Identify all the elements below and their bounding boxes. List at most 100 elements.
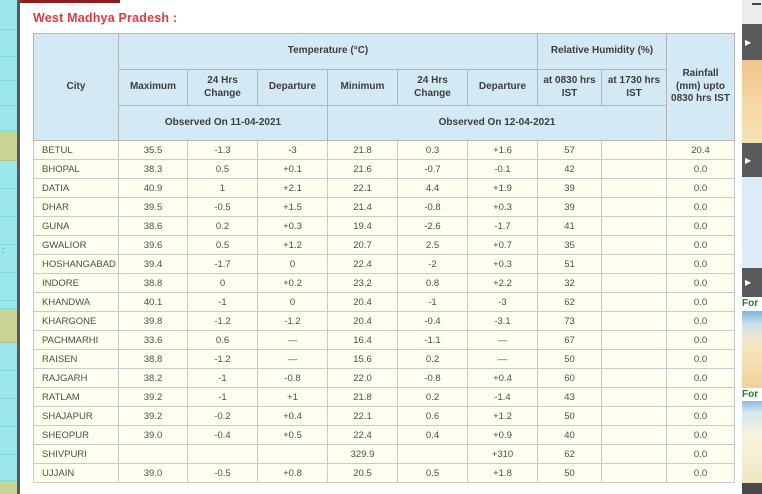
rh-1730-cell <box>601 330 667 350</box>
min-temp-cell: 329.9 <box>327 444 398 464</box>
rh-0830-cell: 41 <box>537 216 602 236</box>
max-24hr-change-cell: -0.2 <box>187 406 258 426</box>
min-24hr-change-cell: -2 <box>397 254 468 274</box>
max-temp-cell: 39.4 <box>118 254 188 274</box>
weather-table: City Temperature (°C) Relative Humidity … <box>33 33 735 483</box>
min-departure-cell: +0.4 <box>467 368 538 388</box>
rh-0830-cell: 73 <box>537 311 602 331</box>
col-header-city: City <box>33 33 119 141</box>
city-cell: SHAJAPUR <box>33 406 119 426</box>
rainfall-cell: 0.0 <box>666 463 735 483</box>
min-24hr-change-cell: -0.7 <box>397 159 468 179</box>
min-24hr-change-cell: 0.6 <box>397 406 468 426</box>
nav-item[interactable] <box>0 427 17 455</box>
max-temp-cell: 38.8 <box>118 273 188 293</box>
min-24hr-change-cell: 0.2 <box>397 387 468 407</box>
min-departure-cell: +310 <box>467 444 538 464</box>
table-row: RAJGARH 38.2 -1 -0.8 22.0 -0.8 +0.4 60 0… <box>33 368 735 388</box>
min-24hr-change-cell: -0.8 <box>397 368 468 388</box>
max-departure-cell: +0.1 <box>257 159 328 179</box>
city-cell: GUNA <box>33 216 119 236</box>
nav-item[interactable] <box>0 217 17 245</box>
city-cell: PACHMARHI <box>33 330 119 350</box>
min-departure-cell: — <box>467 330 538 350</box>
nav-item[interactable] <box>0 399 17 427</box>
rh-1730-cell <box>601 387 667 407</box>
max-departure-cell: +0.2 <box>257 273 328 293</box>
rh-0830-cell: 60 <box>537 368 602 388</box>
map-thumbnail[interactable] <box>742 60 762 143</box>
max-24hr-change-cell: 0.6 <box>187 330 258 350</box>
max-temp-cell: 39.5 <box>118 197 188 217</box>
nav-item[interactable] <box>0 481 17 494</box>
chart-thumbnail[interactable] <box>742 401 762 483</box>
nav-item-active[interactable] <box>0 309 17 343</box>
nav-item[interactable] <box>0 371 17 399</box>
right-panel: ▶ ▶ ▶ For For <box>742 0 762 494</box>
max-24hr-change-cell: -1.2 <box>187 349 258 369</box>
rh-0830-cell: 50 <box>537 349 602 369</box>
col-header-rh-0830: at 0830 hrs IST <box>537 69 602 106</box>
table-row: GUNA 38.6 0.2 +0.3 19.4 -2.6 -1.7 41 0.0 <box>33 216 735 236</box>
min-departure-cell: +1.9 <box>467 178 538 198</box>
nav-item[interactable] <box>0 161 17 189</box>
rainfall-cell: 0.0 <box>666 292 735 312</box>
panel-collapse-button[interactable]: ▶ <box>742 24 762 60</box>
city-cell: KHANDWA <box>33 292 119 312</box>
city-cell: BHOPAL <box>33 159 119 179</box>
max-24hr-change-cell: 0.5 <box>187 159 258 179</box>
table-row: SHEOPUR 39.0 -0.4 +0.5 22.4 0.4 +0.9 40 … <box>33 425 735 445</box>
nav-item[interactable] <box>0 273 17 301</box>
max-24hr-change-cell: -1 <box>187 292 258 312</box>
min-departure-cell: -1.4 <box>467 387 538 407</box>
forecast-link[interactable]: For <box>742 388 762 401</box>
max-temp-cell: 35.5 <box>118 140 188 160</box>
city-cell: SHEOPUR <box>33 425 119 445</box>
max-departure-cell: -3 <box>257 140 328 160</box>
panel-collapse-button[interactable]: ▶ <box>742 143 762 177</box>
max-24hr-change-cell: -1.7 <box>187 254 258 274</box>
panel-collapse-button[interactable]: ▶ <box>742 268 762 297</box>
city-cell: DHAR <box>33 197 119 217</box>
nav-item[interactable] <box>0 455 17 481</box>
min-departure-cell: +1.8 <box>467 463 538 483</box>
min-24hr-change-cell: -0.4 <box>397 311 468 331</box>
min-temp-cell: 21.8 <box>327 387 398 407</box>
nav-item[interactable] <box>0 106 17 131</box>
rainfall-cell: 0.0 <box>666 349 735 369</box>
max-temp-cell: 39.2 <box>118 387 188 407</box>
nav-item-active[interactable] <box>0 131 17 161</box>
rh-0830-cell: 39 <box>537 197 602 217</box>
rh-1730-cell <box>601 254 667 274</box>
rh-0830-cell: 40 <box>537 425 602 445</box>
min-temp-cell: 22.4 <box>327 425 398 445</box>
min-temp-cell: 16.4 <box>327 330 398 350</box>
max-departure-cell: +0.5 <box>257 425 328 445</box>
rh-1730-cell <box>601 159 667 179</box>
forecast-link[interactable]: For <box>742 297 762 311</box>
city-cell: RATLAM <box>33 387 119 407</box>
rh-1730-cell <box>601 235 667 255</box>
nav-item[interactable] <box>0 0 17 30</box>
city-cell: RAISEN <box>33 349 119 369</box>
nav-item[interactable] <box>0 57 17 81</box>
city-cell: KHARGONE <box>33 311 119 331</box>
table-body: BETUL 35.5 -1.3 -3 21.8 0.3 +1.6 57 20.4… <box>33 140 735 483</box>
max-24hr-change-cell: -1 <box>187 368 258 388</box>
chart-thumbnail[interactable] <box>742 311 762 388</box>
min-24hr-change-cell: -1 <box>397 292 468 312</box>
rh-1730-cell <box>601 273 667 293</box>
col-group-humidity: Relative Humidity (%) <box>537 33 667 70</box>
max-departure-cell: +0.8 <box>257 463 328 483</box>
rh-1730-cell <box>601 216 667 236</box>
nav-item[interactable] <box>0 81 17 106</box>
nav-item[interactable] <box>0 343 17 371</box>
nav-item[interactable] <box>0 189 17 217</box>
max-temp-cell: 38.2 <box>118 368 188 388</box>
nav-item[interactable] <box>0 301 17 309</box>
nav-item[interactable] <box>0 30 17 57</box>
rainfall-cell: 0.0 <box>666 254 735 274</box>
rh-0830-cell: 62 <box>537 292 602 312</box>
table-row: BHOPAL 38.3 0.5 +0.1 21.6 -0.7 -0.1 42 0… <box>33 159 735 179</box>
nav-item[interactable]: : <box>0 245 17 273</box>
